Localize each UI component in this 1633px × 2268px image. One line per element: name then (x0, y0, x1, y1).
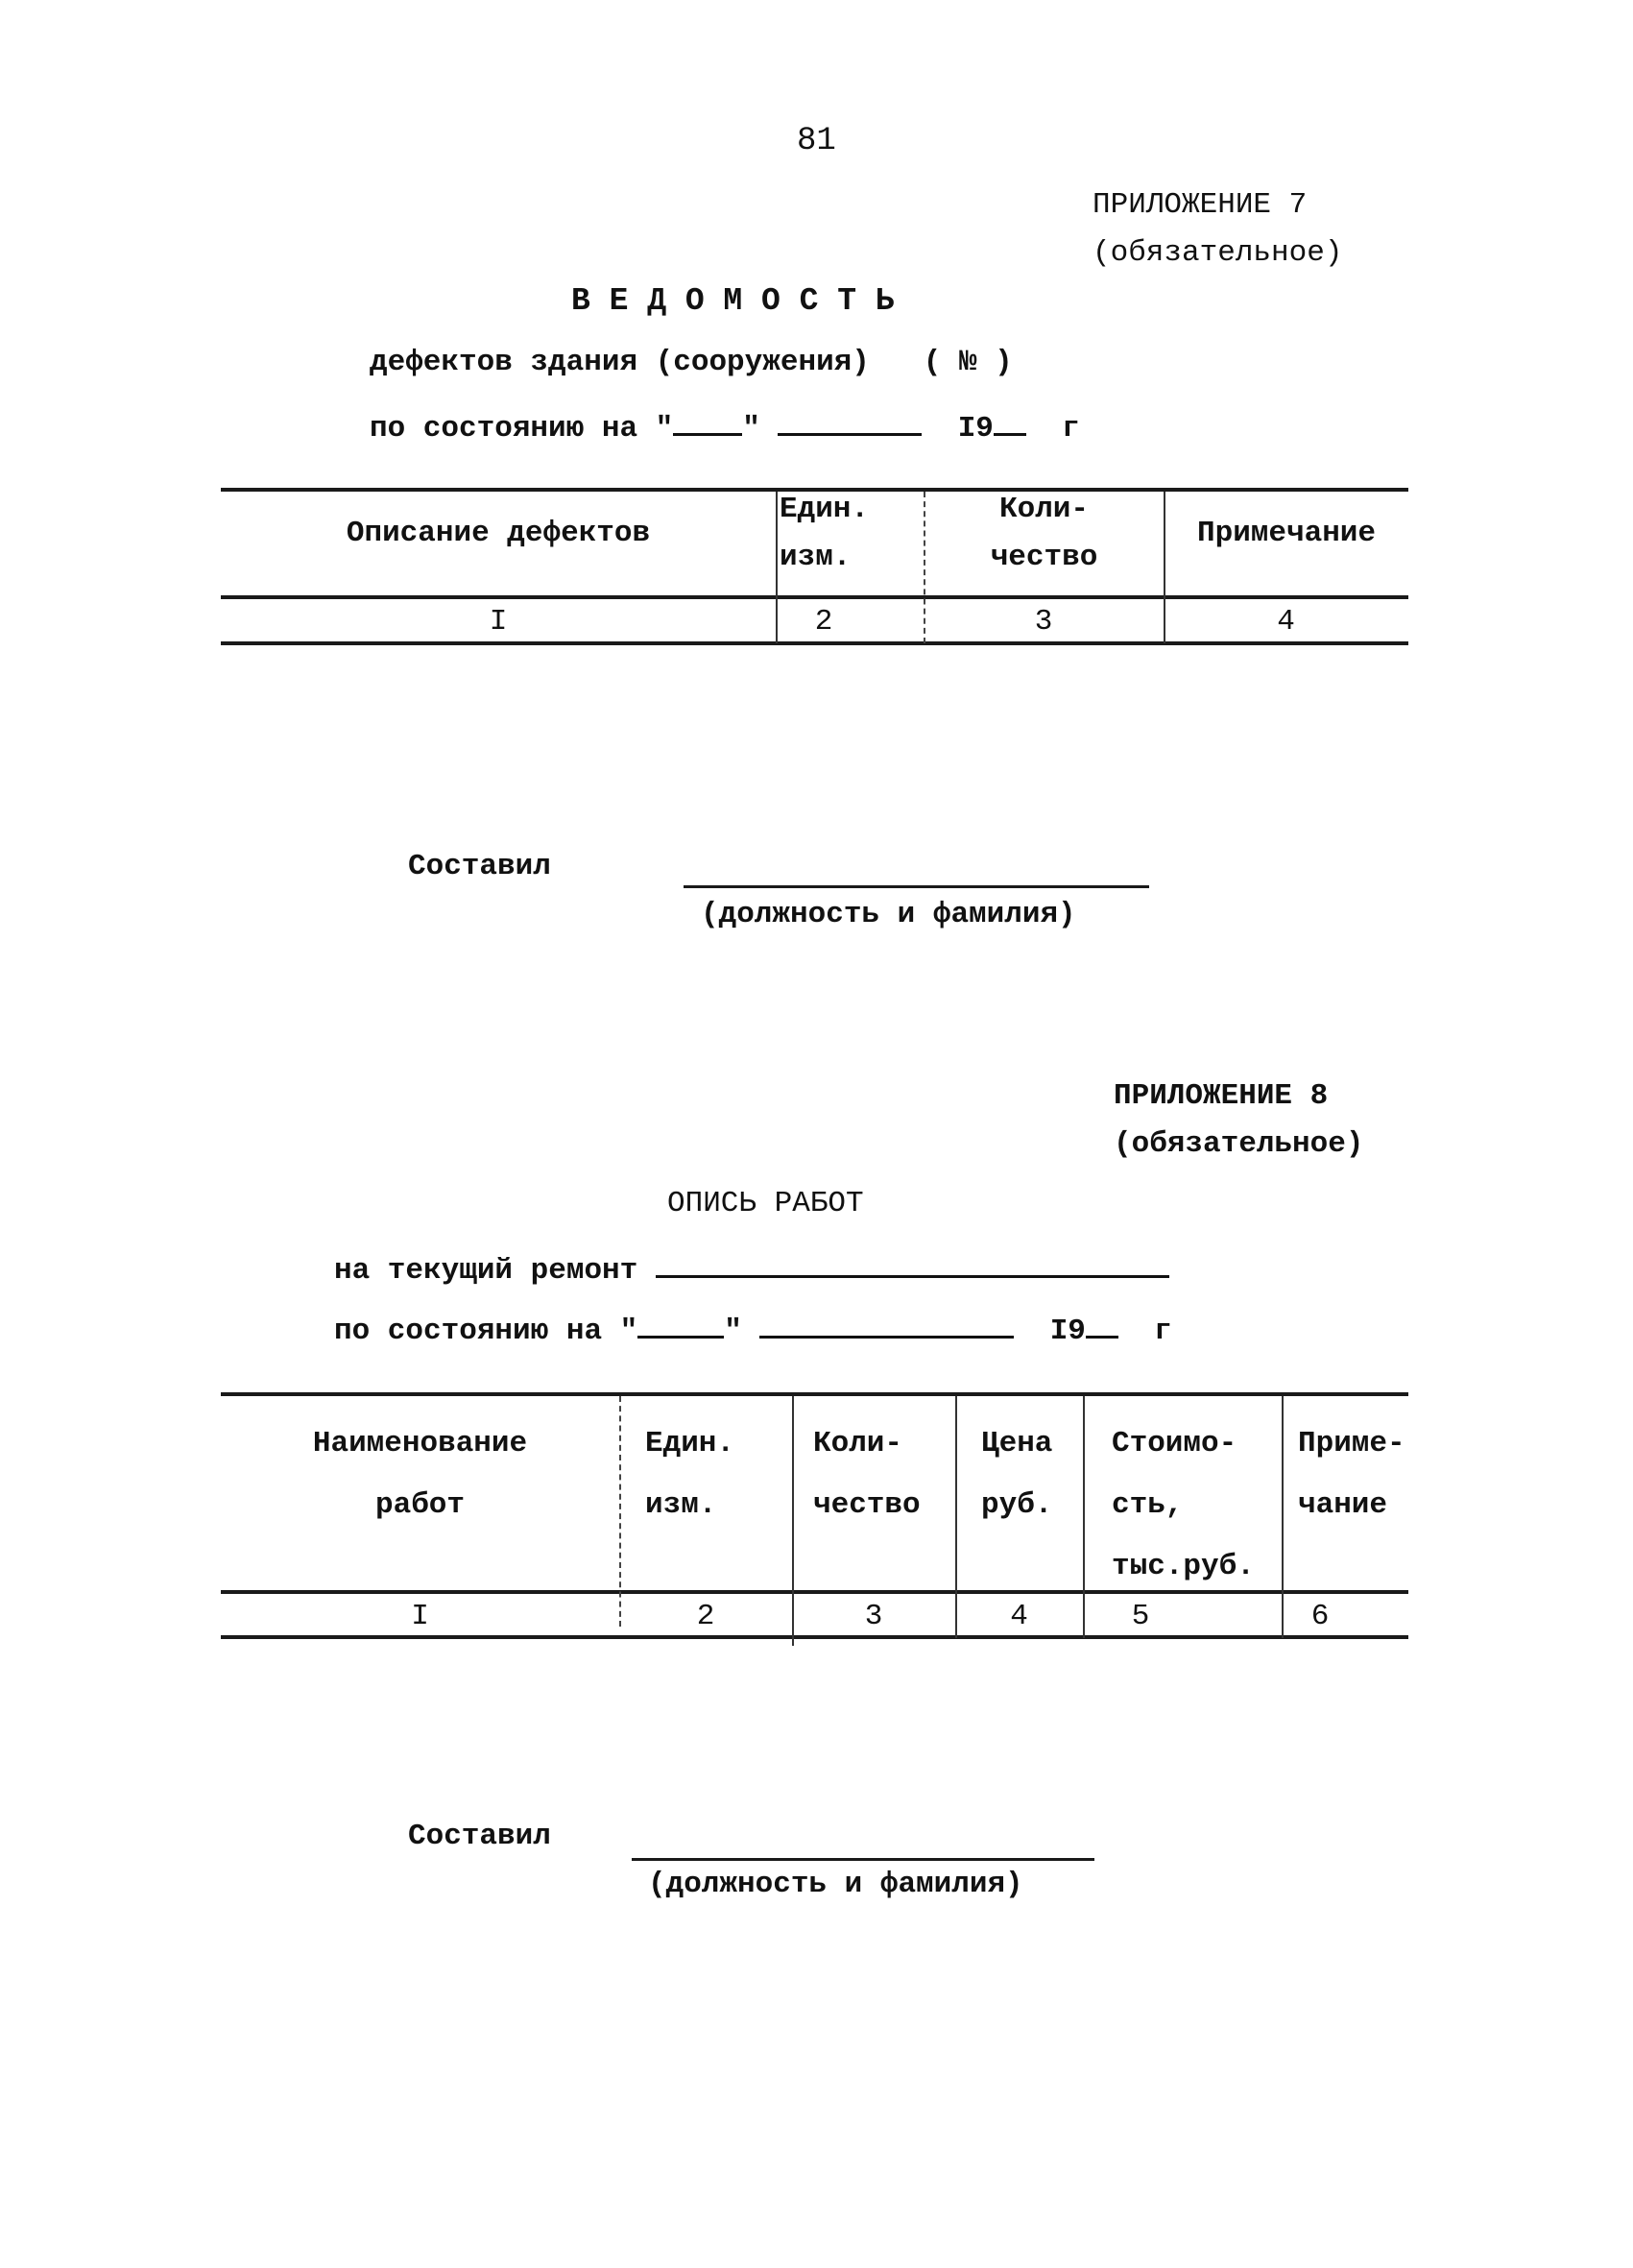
header-quantity: Коли-чество (990, 493, 1098, 574)
column-number: 2 (814, 605, 833, 639)
quote-open: " (619, 1315, 638, 1348)
header-note: Примечание (1196, 517, 1377, 550)
column-number: I (489, 605, 508, 639)
number-mark: ( № ) (923, 346, 1013, 379)
year-suffix: г (1154, 1315, 1172, 1348)
document-subtitle: дефектов здания (сооружения) ( № ) (370, 346, 1013, 379)
signature-caption: (должность и фамилия) (701, 898, 1076, 931)
page-number: 81 (797, 123, 836, 159)
document-title: ОПИСЬ РАБОТ (667, 1187, 864, 1220)
appendix-label: ПРИЛОЖЕНИЕ 7 (1093, 188, 1308, 222)
header-unit: Един. изм. (780, 493, 870, 574)
table-rule (221, 1590, 1408, 1594)
year-prefix: I9 (957, 412, 994, 446)
header-note: Приме-чание (1298, 1427, 1405, 1522)
year-blank[interactable] (1085, 1311, 1118, 1339)
year-suffix: г (1062, 412, 1080, 446)
column-number: 6 (1310, 1600, 1330, 1633)
repair-object-blank[interactable] (655, 1250, 1169, 1278)
subtitle-text: дефектов здания (сооружения) (370, 346, 870, 379)
column-number: 5 (1131, 1600, 1150, 1633)
header-work-name: Наименование работ (312, 1427, 528, 1522)
column-divider (792, 1396, 794, 1646)
column-number: 4 (1277, 605, 1295, 639)
column-number: 4 (1010, 1600, 1028, 1633)
appendix-status: (обязательное) (1093, 236, 1343, 270)
year-blank[interactable] (993, 408, 1026, 436)
column-divider (1164, 492, 1165, 643)
appendix-status: (обязательное) (1114, 1127, 1364, 1161)
quote-open: " (655, 412, 674, 446)
column-divider (924, 492, 925, 643)
month-blank[interactable] (759, 1311, 1015, 1339)
date-line: по состоянию на " " I9 г (334, 1311, 1172, 1348)
subtitle-text: на текущий ремонт (334, 1254, 638, 1288)
signature-line[interactable] (632, 1858, 1094, 1861)
header-unit: Един. изм. (645, 1427, 735, 1522)
month-blank[interactable] (778, 408, 923, 436)
header-cost: Стоимо-сть, тыс.руб. (1112, 1427, 1255, 1583)
day-blank[interactable] (637, 1311, 725, 1339)
header-quantity: Коли-чество (813, 1427, 921, 1522)
quote-close: " (724, 1315, 742, 1348)
signature-line[interactable] (684, 885, 1149, 888)
column-divider (776, 492, 778, 643)
column-divider (619, 1396, 621, 1627)
table-rule (221, 488, 1408, 492)
header-description: Описание дефектов (346, 517, 651, 550)
compiled-label: Составил (408, 1820, 551, 1853)
quote-close: " (742, 412, 760, 446)
column-number: 3 (1034, 605, 1053, 639)
column-divider (1282, 1396, 1284, 1638)
day-blank[interactable] (673, 408, 743, 436)
table-rule (221, 1392, 1408, 1396)
column-number: 3 (864, 1600, 883, 1633)
date-line: по состоянию на " " I9 г (370, 408, 1080, 446)
column-divider (1083, 1396, 1085, 1638)
column-divider (955, 1396, 957, 1638)
date-prefix: по состоянию на (334, 1315, 603, 1348)
signature-caption: (должность и фамилия) (648, 1868, 1023, 1901)
year-prefix: I9 (1049, 1315, 1086, 1348)
compiled-label: Составил (408, 850, 551, 883)
header-price: Цена руб. (981, 1427, 1053, 1522)
table-rule (221, 1635, 1408, 1639)
table-rule (221, 641, 1408, 645)
table-rule (221, 595, 1408, 599)
appendix-label: ПРИЛОЖЕНИЕ 8 (1114, 1079, 1329, 1113)
document-title: В Е Д О М О С Т Ь (571, 283, 895, 319)
date-prefix: по состоянию на (370, 412, 638, 446)
column-number: 2 (696, 1600, 715, 1633)
column-number: I (411, 1600, 429, 1633)
document-subtitle: на текущий ремонт (334, 1250, 1169, 1288)
